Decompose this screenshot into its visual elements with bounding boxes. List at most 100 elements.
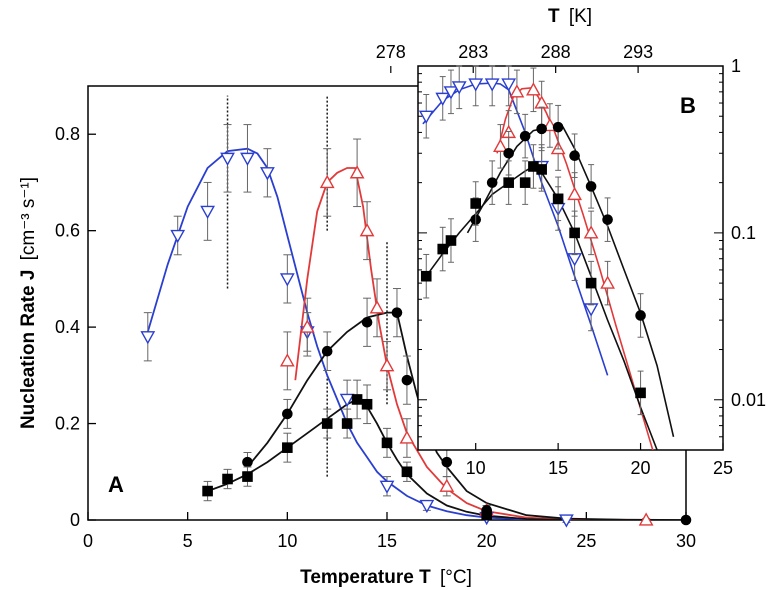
inset-data-point [569, 150, 580, 162]
data-point [240, 152, 255, 166]
data-point [220, 152, 235, 166]
data-point [401, 466, 413, 478]
inset-data-point [420, 270, 432, 282]
inset-data-point [602, 214, 613, 225]
inset-data-point [493, 138, 508, 153]
data-point [361, 398, 373, 410]
y-tick-label: 0.2 [55, 414, 80, 434]
x-tick-label: 20 [477, 531, 497, 551]
inset-top-tick-label: 293 [623, 42, 653, 62]
panel-b-markers [418, 65, 646, 416]
data-point [341, 418, 353, 429]
fit-curve [146, 147, 567, 520]
x-tick-label: 30 [676, 531, 696, 551]
inset-data-point [552, 121, 564, 133]
y-axis-title: Nucleation Rate J [cm⁻³ s⁻¹] [18, 177, 39, 429]
inset-data-point [445, 235, 457, 246]
data-point [369, 300, 385, 314]
panel-a-markers [140, 124, 692, 528]
inset-x-tick-label: 20 [631, 458, 651, 478]
data-point [559, 514, 574, 528]
y-tick-label: 0 [70, 510, 80, 530]
top-axis-title: T [K] [548, 6, 592, 27]
inset-data-point [585, 181, 597, 192]
inset-data-point [519, 130, 531, 142]
x-tick-label: 10 [277, 531, 297, 551]
inset-data-point [600, 275, 615, 289]
inset-x-tick-label: 15 [548, 458, 568, 478]
inset-data-point [503, 177, 514, 188]
inset-data-point [536, 123, 547, 135]
inset-x-tick-label: 25 [713, 458, 733, 478]
data-point [242, 471, 253, 482]
y-tick-label: 0.6 [55, 221, 80, 241]
y-tick-label: 0.4 [55, 317, 80, 337]
inset-y-tick-label: 0.01 [731, 390, 766, 410]
inset-data-point [583, 225, 599, 239]
inset-data-point [567, 186, 583, 201]
panel-b-label: B [680, 93, 696, 118]
inset-x-tick-label: 10 [466, 458, 486, 478]
data-point [200, 205, 215, 220]
inset-data-point [503, 147, 514, 159]
data-point [351, 394, 363, 405]
inset-data-point [470, 198, 482, 209]
data-point [299, 319, 315, 333]
inset-top-tick-label: 283 [458, 42, 488, 62]
data-point [361, 316, 373, 328]
fit-curve [207, 398, 567, 520]
data-point [638, 512, 654, 526]
x-axis-title: Temperature T [°C] [300, 567, 472, 588]
data-point [140, 331, 156, 345]
data-point [279, 353, 295, 367]
x-tick-label: 0 [83, 531, 93, 551]
inset-data-point [536, 164, 547, 175]
inset-data-point [519, 177, 531, 188]
panel-a-label: A [108, 472, 124, 497]
inset-data-point [451, 81, 467, 95]
inset-data-point [437, 243, 449, 255]
data-point [319, 174, 335, 189]
inset-data-point [528, 161, 539, 172]
data-point [279, 273, 295, 287]
inset-data-point [435, 92, 451, 106]
data-point [391, 307, 403, 318]
inset-data-point [585, 277, 597, 289]
data-point [321, 345, 333, 357]
data-point [481, 509, 492, 521]
data-point [242, 456, 253, 468]
data-point [202, 485, 213, 497]
panel-b-ticks: 10 15 20 25 278 283 288 293 0.01 0.1 1 [376, 42, 766, 478]
data-point [680, 514, 692, 526]
inset-top-tick-label: 278 [376, 42, 406, 62]
inset-data-point [635, 310, 646, 321]
inset-y-tick-label: 0.1 [731, 223, 756, 243]
data-point [321, 418, 333, 429]
data-point [170, 229, 186, 244]
data-point [401, 374, 413, 386]
data-point [282, 408, 293, 420]
inset-data-point [501, 78, 517, 92]
inset-data-point [484, 78, 500, 92]
data-point [359, 223, 375, 237]
x-tick-label: 5 [183, 531, 193, 551]
data-point [381, 437, 393, 449]
inset-data-point [552, 193, 564, 205]
inset-data-point [486, 177, 498, 188]
inset-data-point [443, 86, 459, 100]
inset-data-point [468, 78, 484, 92]
data-point [379, 358, 395, 372]
data-point [441, 456, 453, 468]
data-point [282, 442, 293, 453]
data-point [339, 393, 355, 408]
inset-data-point [418, 110, 434, 124]
inset-top-tick-label: 288 [541, 42, 571, 62]
data-point [379, 480, 395, 494]
inset-y-tick-label: 1 [731, 56, 741, 76]
data-point [260, 167, 275, 181]
x-tick-label: 25 [576, 531, 596, 551]
panel-a-ticks: 0 5 10 15 20 25 30 0 0.2 0.4 0.6 0.8 [55, 124, 696, 551]
inset-data-point [509, 84, 525, 98]
inset-data-point [569, 227, 580, 239]
